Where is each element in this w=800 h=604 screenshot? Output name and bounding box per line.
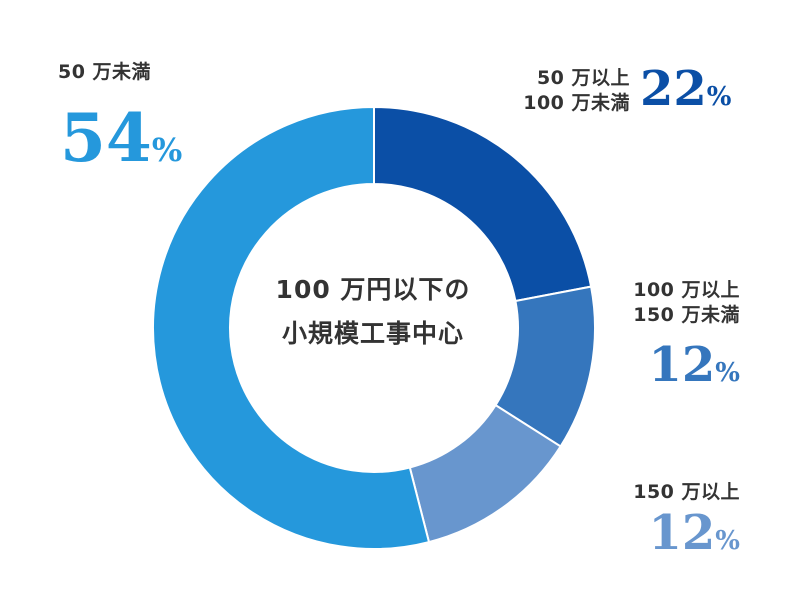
- center-caption-line-1: 100 万円以下の: [275, 275, 471, 304]
- percent-sign: %: [151, 131, 183, 169]
- donut-slice-1: [373, 105, 593, 303]
- label-slice-2: 100 万以上 150 万未満: [600, 278, 740, 328]
- value-label-slice-2: 12%: [600, 334, 740, 396]
- donut-slice-4: [152, 105, 431, 550]
- category-label: 150 万以上: [633, 481, 740, 503]
- percent-value: 54: [60, 99, 152, 177]
- percent-sign: %: [706, 82, 732, 112]
- label-slice-1: 50 万以上 100 万未満: [480, 66, 630, 116]
- value-label-slice-4: 54%: [60, 98, 182, 178]
- category-label: 50 万未満: [58, 61, 152, 83]
- percent-value: 22: [640, 61, 707, 117]
- value-label-slice-1: 22%: [640, 58, 732, 120]
- value-label-slice-3: 12%: [600, 502, 740, 564]
- percent-value: 12: [648, 337, 716, 393]
- center-caption: 100 万円以下の 小規模工事中心: [253, 268, 493, 356]
- center-caption-line-2: 小規模工事中心: [281, 319, 464, 348]
- category-label-line-2: 150 万未満: [633, 304, 740, 326]
- percent-value: 12: [648, 505, 716, 561]
- category-label-line-1: 50 万以上: [536, 67, 630, 89]
- label-slice-3: 150 万以上: [600, 480, 740, 505]
- percent-sign: %: [715, 526, 740, 556]
- percent-sign: %: [715, 358, 740, 388]
- category-label-line-1: 100 万以上: [633, 279, 740, 301]
- label-slice-4: 50 万未満: [58, 60, 151, 85]
- category-label-line-2: 100 万未満: [523, 92, 630, 114]
